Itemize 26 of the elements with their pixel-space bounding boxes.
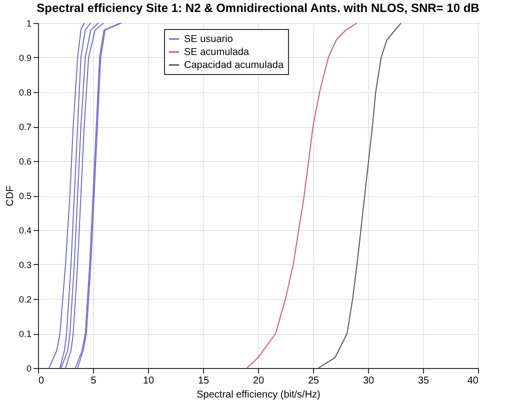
y-tick-label: 0.7	[18, 122, 32, 132]
y-tick-label: 0.8	[18, 88, 32, 98]
legend-label: Capacidad acumulada	[184, 60, 284, 71]
x-tick-label: 0	[38, 376, 44, 386]
y-tick-label: 0.6	[18, 156, 32, 166]
y-tick-label: 0.1	[18, 329, 32, 339]
y-tick-label: 0.4	[18, 226, 32, 236]
x-tick-label: 10	[142, 376, 154, 386]
legend-label: SE usuario	[184, 34, 234, 45]
x-tick-label: 40	[467, 376, 479, 386]
y-tick-label: 0.3	[18, 260, 32, 270]
chart-title: Spectral efficiency Site 1: N2 & Omnidirectional Ants. with NLOS, SNR= 10 dB	[36, 1, 480, 15]
y-tick-label: 0.5	[18, 191, 32, 201]
x-tick-label: 35	[418, 376, 430, 386]
x-axis-title: Spectral efficiency (bit/s/Hz)	[196, 390, 320, 400]
y-tick-label: 0	[26, 364, 32, 374]
x-tick-label: 30	[362, 376, 374, 386]
x-tick-label: 5	[90, 376, 97, 386]
y-tick-label: 0.9	[18, 53, 32, 63]
y-axis-title: CDF	[4, 186, 16, 206]
y-tick-label: 1	[26, 18, 32, 28]
x-tick-label: 15	[198, 376, 210, 386]
x-tick-label: 20	[252, 376, 264, 386]
y-tick-label: 0.2	[18, 294, 32, 304]
x-tick-label: 25	[308, 376, 320, 386]
legend-label: SE acumulada	[184, 47, 250, 58]
